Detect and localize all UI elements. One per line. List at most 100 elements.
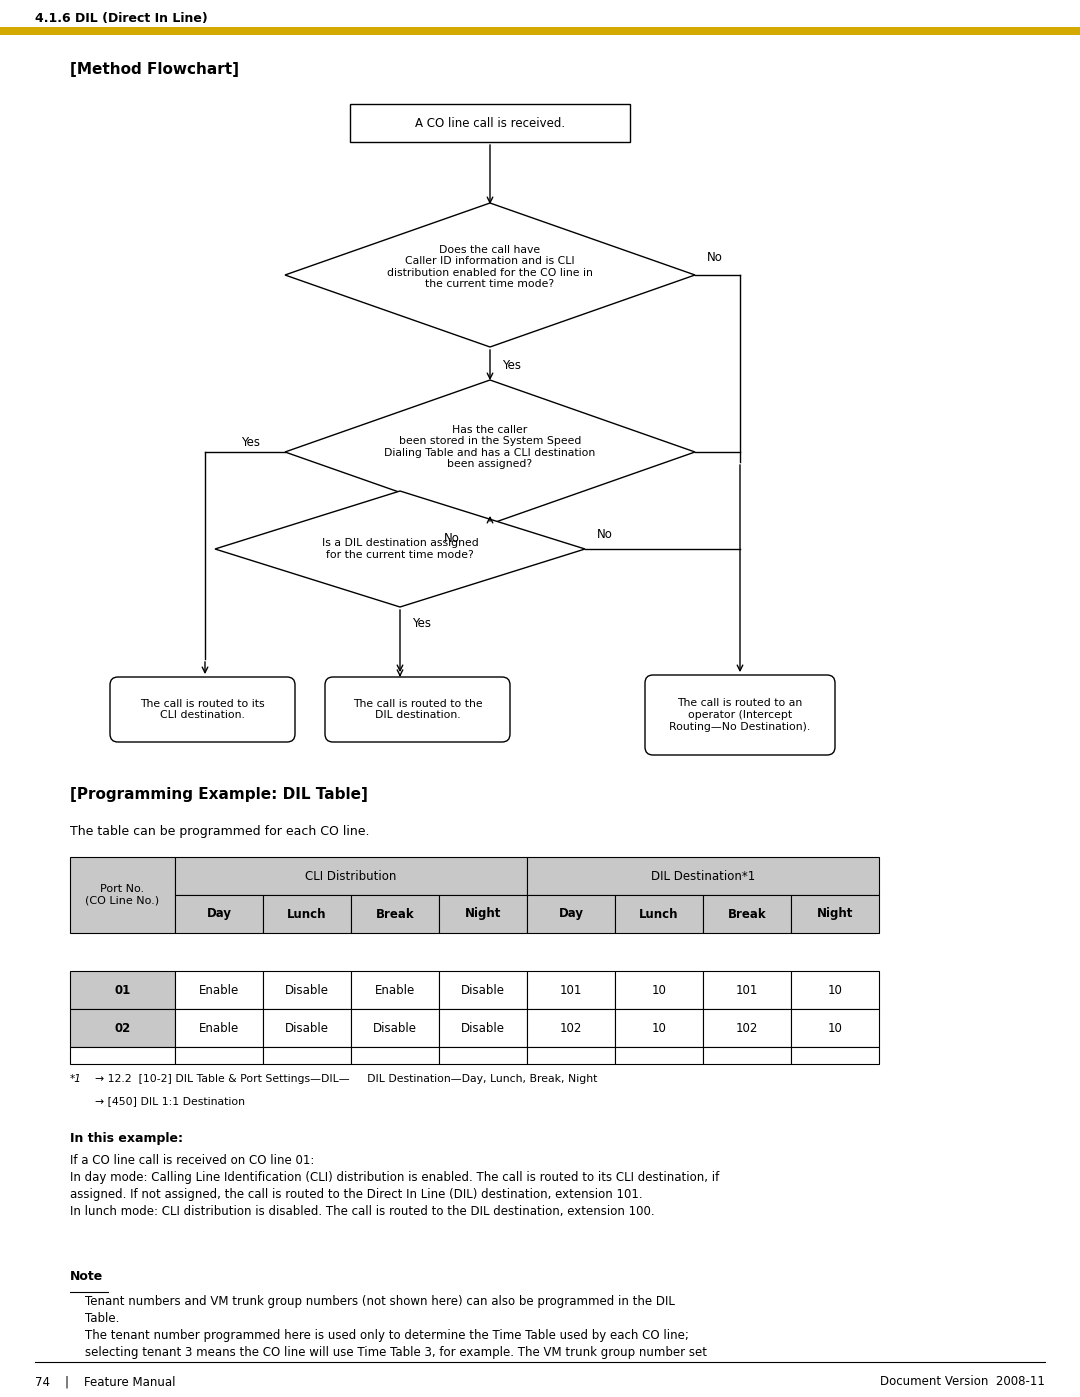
Text: 74    |    Feature Manual: 74 | Feature Manual — [35, 1375, 175, 1389]
Text: 02: 02 — [114, 1021, 131, 1035]
Text: Is a DIL destination assigned
for the current time mode?: Is a DIL destination assigned for the cu… — [322, 538, 478, 560]
Text: DIL Destination*1: DIL Destination*1 — [651, 869, 755, 883]
Text: 4.1.6 DIL (Direct In Line): 4.1.6 DIL (Direct In Line) — [35, 13, 207, 25]
FancyBboxPatch shape — [703, 971, 791, 1009]
Text: Disable: Disable — [373, 1021, 417, 1035]
FancyBboxPatch shape — [703, 1009, 791, 1046]
FancyBboxPatch shape — [703, 1046, 791, 1065]
FancyBboxPatch shape — [70, 971, 175, 1009]
Bar — [0, 27, 1080, 35]
Text: No: No — [707, 250, 723, 264]
FancyBboxPatch shape — [175, 971, 264, 1009]
Text: Disable: Disable — [461, 1021, 505, 1035]
FancyBboxPatch shape — [264, 1046, 351, 1065]
FancyBboxPatch shape — [791, 971, 879, 1009]
Text: 10: 10 — [651, 1021, 666, 1035]
FancyBboxPatch shape — [791, 895, 879, 933]
Text: No: No — [444, 532, 460, 545]
FancyBboxPatch shape — [791, 1009, 879, 1046]
Text: In this example:: In this example: — [70, 1132, 183, 1146]
Text: 10: 10 — [827, 1021, 842, 1035]
Text: Yes: Yes — [411, 617, 431, 630]
Text: Has the caller
been stored in the System Speed
Dialing Table and has a CLI desti: Has the caller been stored in the System… — [384, 425, 596, 469]
FancyBboxPatch shape — [175, 1009, 264, 1046]
FancyBboxPatch shape — [351, 971, 438, 1009]
FancyBboxPatch shape — [325, 678, 510, 742]
Text: → 12.2  [10-2] DIL Table & Port Settings—DIL—     DIL Destination—Day, Lunch, Br: → 12.2 [10-2] DIL Table & Port Settings—… — [95, 1074, 597, 1084]
Text: Enable: Enable — [199, 1021, 239, 1035]
Text: 101: 101 — [559, 983, 582, 996]
FancyBboxPatch shape — [438, 971, 527, 1009]
FancyBboxPatch shape — [351, 1046, 438, 1065]
FancyBboxPatch shape — [110, 678, 295, 742]
FancyBboxPatch shape — [351, 895, 438, 933]
Text: [Method Flowchart]: [Method Flowchart] — [70, 61, 239, 77]
FancyBboxPatch shape — [70, 1009, 175, 1046]
FancyBboxPatch shape — [438, 1046, 527, 1065]
FancyBboxPatch shape — [615, 971, 703, 1009]
Text: 102: 102 — [735, 1021, 758, 1035]
Text: Does the call have
Caller ID information and is CLI
distribution enabled for the: Does the call have Caller ID information… — [387, 244, 593, 289]
FancyBboxPatch shape — [527, 856, 879, 895]
Text: Night: Night — [464, 908, 501, 921]
Polygon shape — [215, 490, 585, 608]
Text: The call is routed to its
CLI destination.: The call is routed to its CLI destinatio… — [140, 698, 265, 721]
FancyBboxPatch shape — [175, 895, 264, 933]
FancyBboxPatch shape — [264, 1009, 351, 1046]
Text: 01: 01 — [114, 983, 131, 996]
FancyBboxPatch shape — [351, 1009, 438, 1046]
FancyBboxPatch shape — [527, 1009, 615, 1046]
Text: 10: 10 — [651, 983, 666, 996]
FancyBboxPatch shape — [175, 1046, 264, 1065]
Text: [Programming Example: DIL Table]: [Programming Example: DIL Table] — [70, 787, 368, 802]
Text: 10: 10 — [827, 983, 842, 996]
Text: Break: Break — [728, 908, 767, 921]
Text: Yes: Yes — [241, 436, 260, 448]
Text: Yes: Yes — [502, 359, 521, 372]
Text: If a CO line call is received on CO line 01:
In day mode: Calling Line Identific: If a CO line call is received on CO line… — [70, 1154, 719, 1218]
Polygon shape — [285, 380, 696, 524]
FancyBboxPatch shape — [438, 895, 527, 933]
Text: *1: *1 — [70, 1074, 82, 1084]
Text: Note: Note — [70, 1270, 104, 1282]
Text: No: No — [597, 528, 612, 541]
Text: Day: Day — [558, 908, 583, 921]
Text: Enable: Enable — [375, 983, 415, 996]
Text: Lunch: Lunch — [287, 908, 327, 921]
FancyBboxPatch shape — [527, 1046, 615, 1065]
FancyBboxPatch shape — [703, 895, 791, 933]
Text: Tenant numbers and VM trunk group numbers (not shown here) can also be programme: Tenant numbers and VM trunk group number… — [70, 1295, 707, 1359]
FancyBboxPatch shape — [527, 971, 615, 1009]
Text: CLI Distribution: CLI Distribution — [306, 869, 396, 883]
Text: Disable: Disable — [285, 983, 329, 996]
FancyBboxPatch shape — [350, 103, 630, 142]
Text: Day: Day — [206, 908, 231, 921]
Text: A CO line call is received.: A CO line call is received. — [415, 116, 565, 130]
Polygon shape — [285, 203, 696, 346]
Text: The call is routed to the
DIL destination.: The call is routed to the DIL destinatio… — [353, 698, 483, 721]
Text: → [450] DIL 1:1 Destination: → [450] DIL 1:1 Destination — [95, 1097, 245, 1106]
Text: Night: Night — [816, 908, 853, 921]
FancyBboxPatch shape — [645, 675, 835, 754]
Text: Port No.
(CO Line No.): Port No. (CO Line No.) — [85, 884, 160, 905]
FancyBboxPatch shape — [264, 971, 351, 1009]
FancyBboxPatch shape — [438, 1009, 527, 1046]
Text: The table can be programmed for each CO line.: The table can be programmed for each CO … — [70, 826, 369, 838]
FancyBboxPatch shape — [70, 1046, 175, 1065]
Text: Lunch: Lunch — [639, 908, 678, 921]
FancyBboxPatch shape — [615, 1046, 703, 1065]
FancyBboxPatch shape — [264, 895, 351, 933]
FancyBboxPatch shape — [175, 856, 527, 895]
Text: Enable: Enable — [199, 983, 239, 996]
FancyBboxPatch shape — [615, 1009, 703, 1046]
FancyBboxPatch shape — [70, 856, 175, 933]
FancyBboxPatch shape — [615, 895, 703, 933]
FancyBboxPatch shape — [791, 1046, 879, 1065]
Text: Disable: Disable — [285, 1021, 329, 1035]
Text: The call is routed to an
operator (Intercept
Routing—No Destination).: The call is routed to an operator (Inter… — [670, 698, 811, 732]
Text: 101: 101 — [735, 983, 758, 996]
Text: Disable: Disable — [461, 983, 505, 996]
FancyBboxPatch shape — [527, 895, 615, 933]
Text: 102: 102 — [559, 1021, 582, 1035]
Text: Document Version  2008-11: Document Version 2008-11 — [880, 1375, 1045, 1389]
